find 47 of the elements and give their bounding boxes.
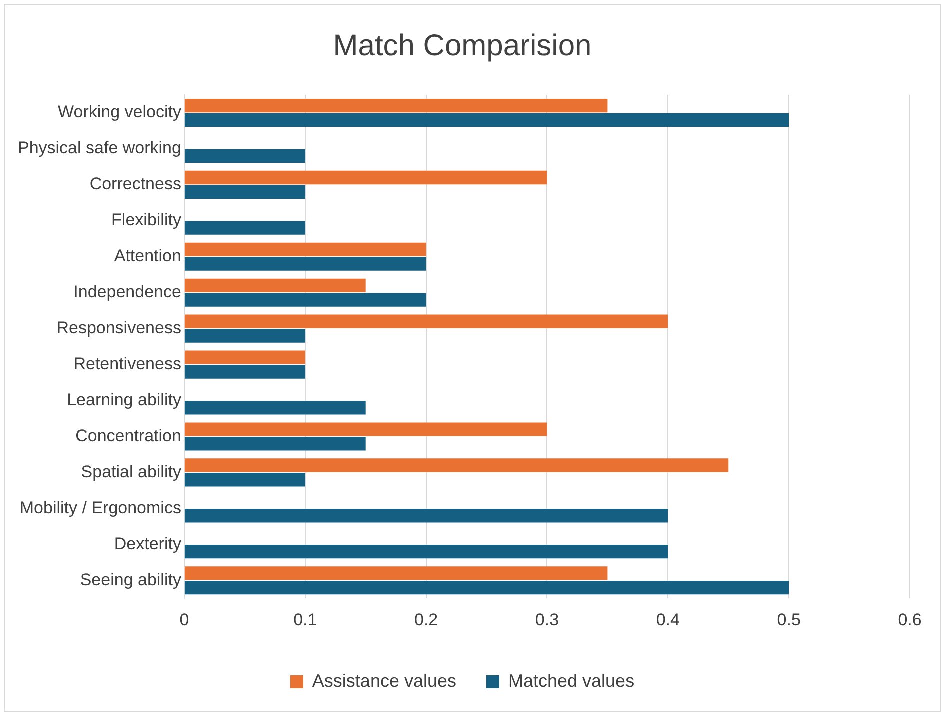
bar bbox=[184, 221, 306, 235]
bar bbox=[184, 545, 668, 559]
bar bbox=[184, 257, 426, 271]
bar bbox=[184, 170, 548, 185]
y-tick-label: Learning ability bbox=[67, 390, 182, 410]
bar bbox=[184, 185, 306, 199]
bar bbox=[184, 350, 306, 364]
bar bbox=[184, 98, 608, 113]
y-tick-label: Concentration bbox=[76, 426, 182, 446]
y-tick-label: Responsiveness bbox=[56, 318, 182, 338]
bar bbox=[184, 566, 608, 580]
bar bbox=[184, 314, 668, 328]
bar bbox=[184, 580, 790, 595]
bar bbox=[184, 401, 366, 415]
x-tick-label: 0.5 bbox=[777, 610, 801, 630]
bar bbox=[184, 149, 306, 163]
bar bbox=[184, 422, 548, 436]
y-tick-label: Dexterity bbox=[114, 534, 182, 554]
x-tick-label: 0.4 bbox=[656, 610, 680, 630]
bar bbox=[184, 329, 306, 343]
bar bbox=[184, 278, 366, 292]
x-tick-label: 0.3 bbox=[535, 610, 560, 630]
x-tick-label: 0.6 bbox=[898, 610, 922, 630]
bar bbox=[184, 365, 306, 379]
y-tick-label: Working velocity bbox=[58, 102, 182, 122]
y-tick-label: Physical safe working bbox=[18, 138, 182, 158]
y-tick-label: Attention bbox=[114, 246, 182, 266]
legend-label: Assistance values bbox=[312, 670, 457, 691]
y-tick-label: Mobility / Ergonomics bbox=[20, 498, 182, 518]
x-tick-label: 0.2 bbox=[414, 610, 438, 630]
y-tick-label: Retentiveness bbox=[74, 354, 182, 374]
y-tick-label: Spatial ability bbox=[81, 462, 182, 482]
bar bbox=[184, 437, 366, 451]
y-tick-label: Correctness bbox=[90, 174, 182, 194]
bar bbox=[184, 509, 668, 523]
bar bbox=[184, 458, 729, 472]
chart-title: Match Comparision bbox=[333, 29, 592, 62]
y-tick-label: Independence bbox=[74, 282, 182, 302]
bar bbox=[184, 473, 306, 487]
bar bbox=[184, 113, 790, 128]
y-tick-label: Flexibility bbox=[112, 210, 182, 230]
x-tick-label: 0 bbox=[180, 610, 190, 630]
bar bbox=[184, 242, 426, 257]
bar bbox=[184, 293, 426, 307]
legend-label: Matched values bbox=[508, 670, 635, 691]
x-tick-label: 0.1 bbox=[294, 610, 318, 630]
y-tick-label: Seeing ability bbox=[80, 570, 182, 590]
